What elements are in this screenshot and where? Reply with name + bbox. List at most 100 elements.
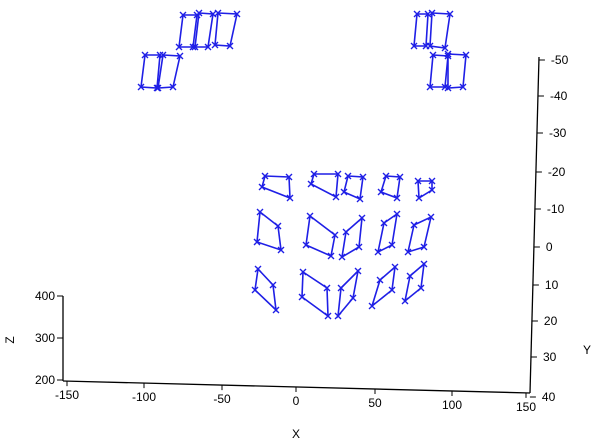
x-marker xyxy=(179,11,187,19)
x-axis-title: X xyxy=(292,427,300,439)
x-marker xyxy=(342,228,350,236)
x-marker xyxy=(462,51,470,59)
x-marker xyxy=(410,221,418,229)
x-marker xyxy=(428,186,436,194)
y-tick-label: 0 xyxy=(546,240,553,254)
x-marker xyxy=(356,195,364,203)
x-marker xyxy=(154,84,162,92)
x-marker xyxy=(226,42,234,50)
wireframe-quad xyxy=(404,213,435,256)
x-marker xyxy=(426,42,434,50)
x-marker xyxy=(410,42,418,50)
x-marker xyxy=(253,238,261,246)
x-marker xyxy=(388,286,396,294)
x-marker xyxy=(427,213,435,221)
wireframe-quad xyxy=(426,9,454,52)
x-marker xyxy=(258,183,266,191)
x-tick-label: 50 xyxy=(368,396,382,410)
wireframe-quad xyxy=(302,212,339,260)
x-marker xyxy=(420,260,428,268)
x-marker xyxy=(382,172,390,180)
wireframe-quad xyxy=(137,51,164,92)
x-marker xyxy=(406,272,414,280)
x-marker xyxy=(327,252,335,260)
x-marker xyxy=(344,172,352,180)
x-marker xyxy=(401,297,409,305)
x-marker xyxy=(337,284,345,292)
x-tick-label: -50 xyxy=(213,392,231,406)
x-marker xyxy=(413,10,421,18)
x-marker xyxy=(272,306,280,314)
x-marker xyxy=(380,219,388,227)
y-tick-label: 10 xyxy=(545,278,559,292)
x-tick-label: 150 xyxy=(516,400,536,414)
x-marker xyxy=(323,284,331,292)
z-tick-label: 200 xyxy=(35,373,55,387)
y-tick-label: 20 xyxy=(544,314,558,328)
x-marker xyxy=(340,188,348,196)
x-marker xyxy=(306,212,314,220)
x-marker xyxy=(393,194,401,202)
quad-outline xyxy=(254,267,278,313)
z-tick-label: 400 xyxy=(35,289,55,303)
x-marker xyxy=(428,9,436,17)
y-tick-label: -40 xyxy=(550,89,568,103)
x-marker xyxy=(211,41,219,49)
wireframe-quad xyxy=(377,172,404,202)
x-marker xyxy=(417,284,425,292)
y-tick-label: -10 xyxy=(547,202,565,216)
quad-outline xyxy=(340,216,364,259)
y-axis-title: Y xyxy=(583,343,591,357)
x-marker xyxy=(137,83,145,91)
x-marker xyxy=(396,173,404,181)
z-axis-title: Z xyxy=(3,336,17,343)
z-tick-label: 300 xyxy=(35,331,55,345)
x-marker xyxy=(204,43,212,51)
x-marker xyxy=(446,10,454,18)
wireframe-quad xyxy=(253,208,285,254)
x-marker xyxy=(444,50,452,58)
x-marker xyxy=(441,44,449,52)
x-marker xyxy=(377,188,385,196)
wireframe-quad xyxy=(258,172,294,202)
wireframe-quad xyxy=(414,177,436,202)
x-marker xyxy=(324,312,332,320)
x-marker xyxy=(274,222,282,230)
wireframe-quad xyxy=(191,9,217,51)
x-marker xyxy=(415,194,423,202)
x-marker xyxy=(286,194,294,202)
x-marker xyxy=(175,43,183,51)
x-marker xyxy=(444,84,452,92)
x-marker xyxy=(299,268,307,276)
data-wireframes xyxy=(137,9,470,320)
x-tick-label: -100 xyxy=(132,390,156,404)
y-tick-label: 30 xyxy=(543,350,557,364)
wireframe-quad xyxy=(410,10,432,50)
x-marker xyxy=(393,210,401,218)
x-marker xyxy=(233,10,241,18)
x-marker xyxy=(269,281,277,289)
x-marker xyxy=(334,170,342,178)
x-marker xyxy=(261,172,269,180)
x-marker xyxy=(420,243,428,251)
quad-outline xyxy=(157,54,181,89)
axes-frame xyxy=(62,56,540,394)
y-tick-label: -30 xyxy=(549,126,567,140)
x-marker xyxy=(176,52,184,60)
quad-outline xyxy=(214,12,238,47)
x-marker xyxy=(338,253,346,261)
x-marker xyxy=(254,265,262,273)
wireframe-quad xyxy=(338,214,366,261)
x-marker xyxy=(428,177,436,185)
x-marker xyxy=(195,9,203,17)
x-marker xyxy=(285,173,293,181)
x-marker xyxy=(332,193,340,201)
quad-outline xyxy=(178,14,198,48)
wireframe-quad xyxy=(211,9,241,50)
y-axis-line xyxy=(529,56,540,394)
wireframe-quad xyxy=(401,260,428,305)
quad-outline xyxy=(429,54,449,88)
x-marker xyxy=(424,10,432,18)
x-marker xyxy=(358,214,366,222)
